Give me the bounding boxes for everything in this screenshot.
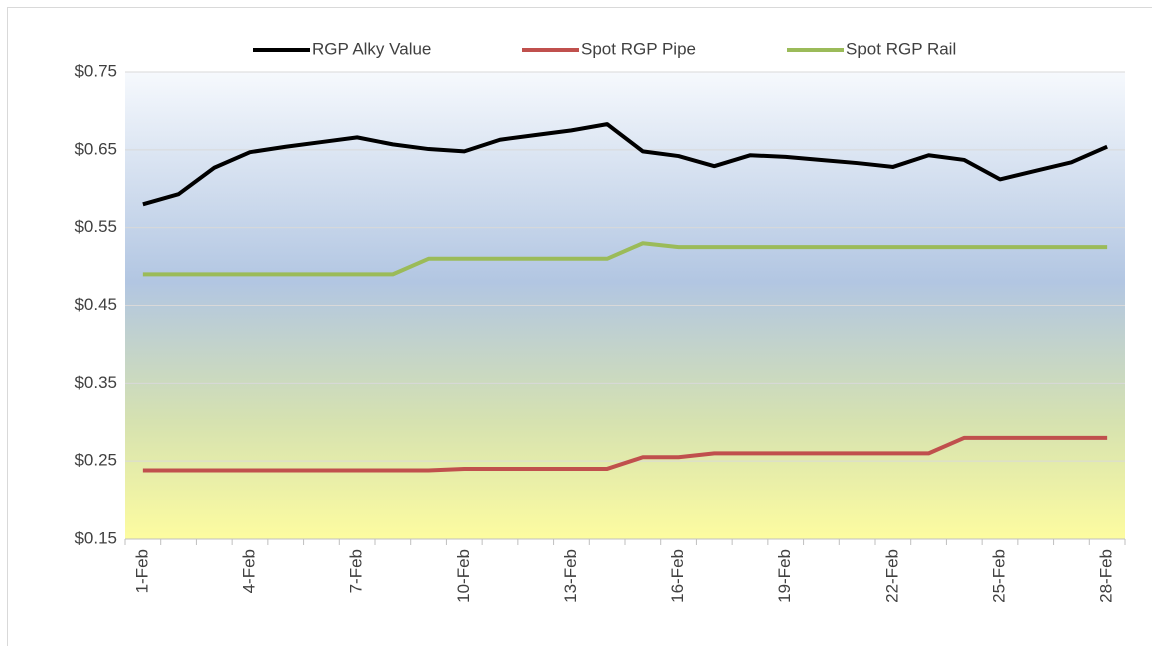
y-tick-label: $0.35 [74, 373, 117, 392]
legend-label: RGP Alky Value [312, 39, 431, 58]
legend-label: Spot RGP Pipe [581, 39, 696, 58]
x-tick-label: 25-Feb [989, 549, 1008, 603]
x-tick-label: 1-Feb [132, 549, 151, 593]
legend-label: Spot RGP Rail [846, 39, 956, 58]
y-tick-label: $0.45 [74, 295, 117, 314]
x-tick-label: 22-Feb [882, 549, 901, 603]
y-tick-label: $0.15 [74, 528, 117, 547]
x-tick-label: 19-Feb [775, 549, 794, 603]
x-tick-label: 4-Feb [239, 549, 258, 593]
y-tick-label: $0.25 [74, 451, 117, 470]
x-tick-label: 13-Feb [561, 549, 580, 603]
x-tick-label: 7-Feb [347, 549, 366, 593]
y-tick-label: $0.65 [74, 139, 117, 158]
x-tick-label: 10-Feb [454, 549, 473, 603]
y-tick-label: $0.75 [74, 61, 117, 80]
x-tick-label: 28-Feb [1097, 549, 1116, 603]
y-tick-label: $0.55 [74, 217, 117, 236]
x-tick-label: 16-Feb [668, 549, 687, 603]
